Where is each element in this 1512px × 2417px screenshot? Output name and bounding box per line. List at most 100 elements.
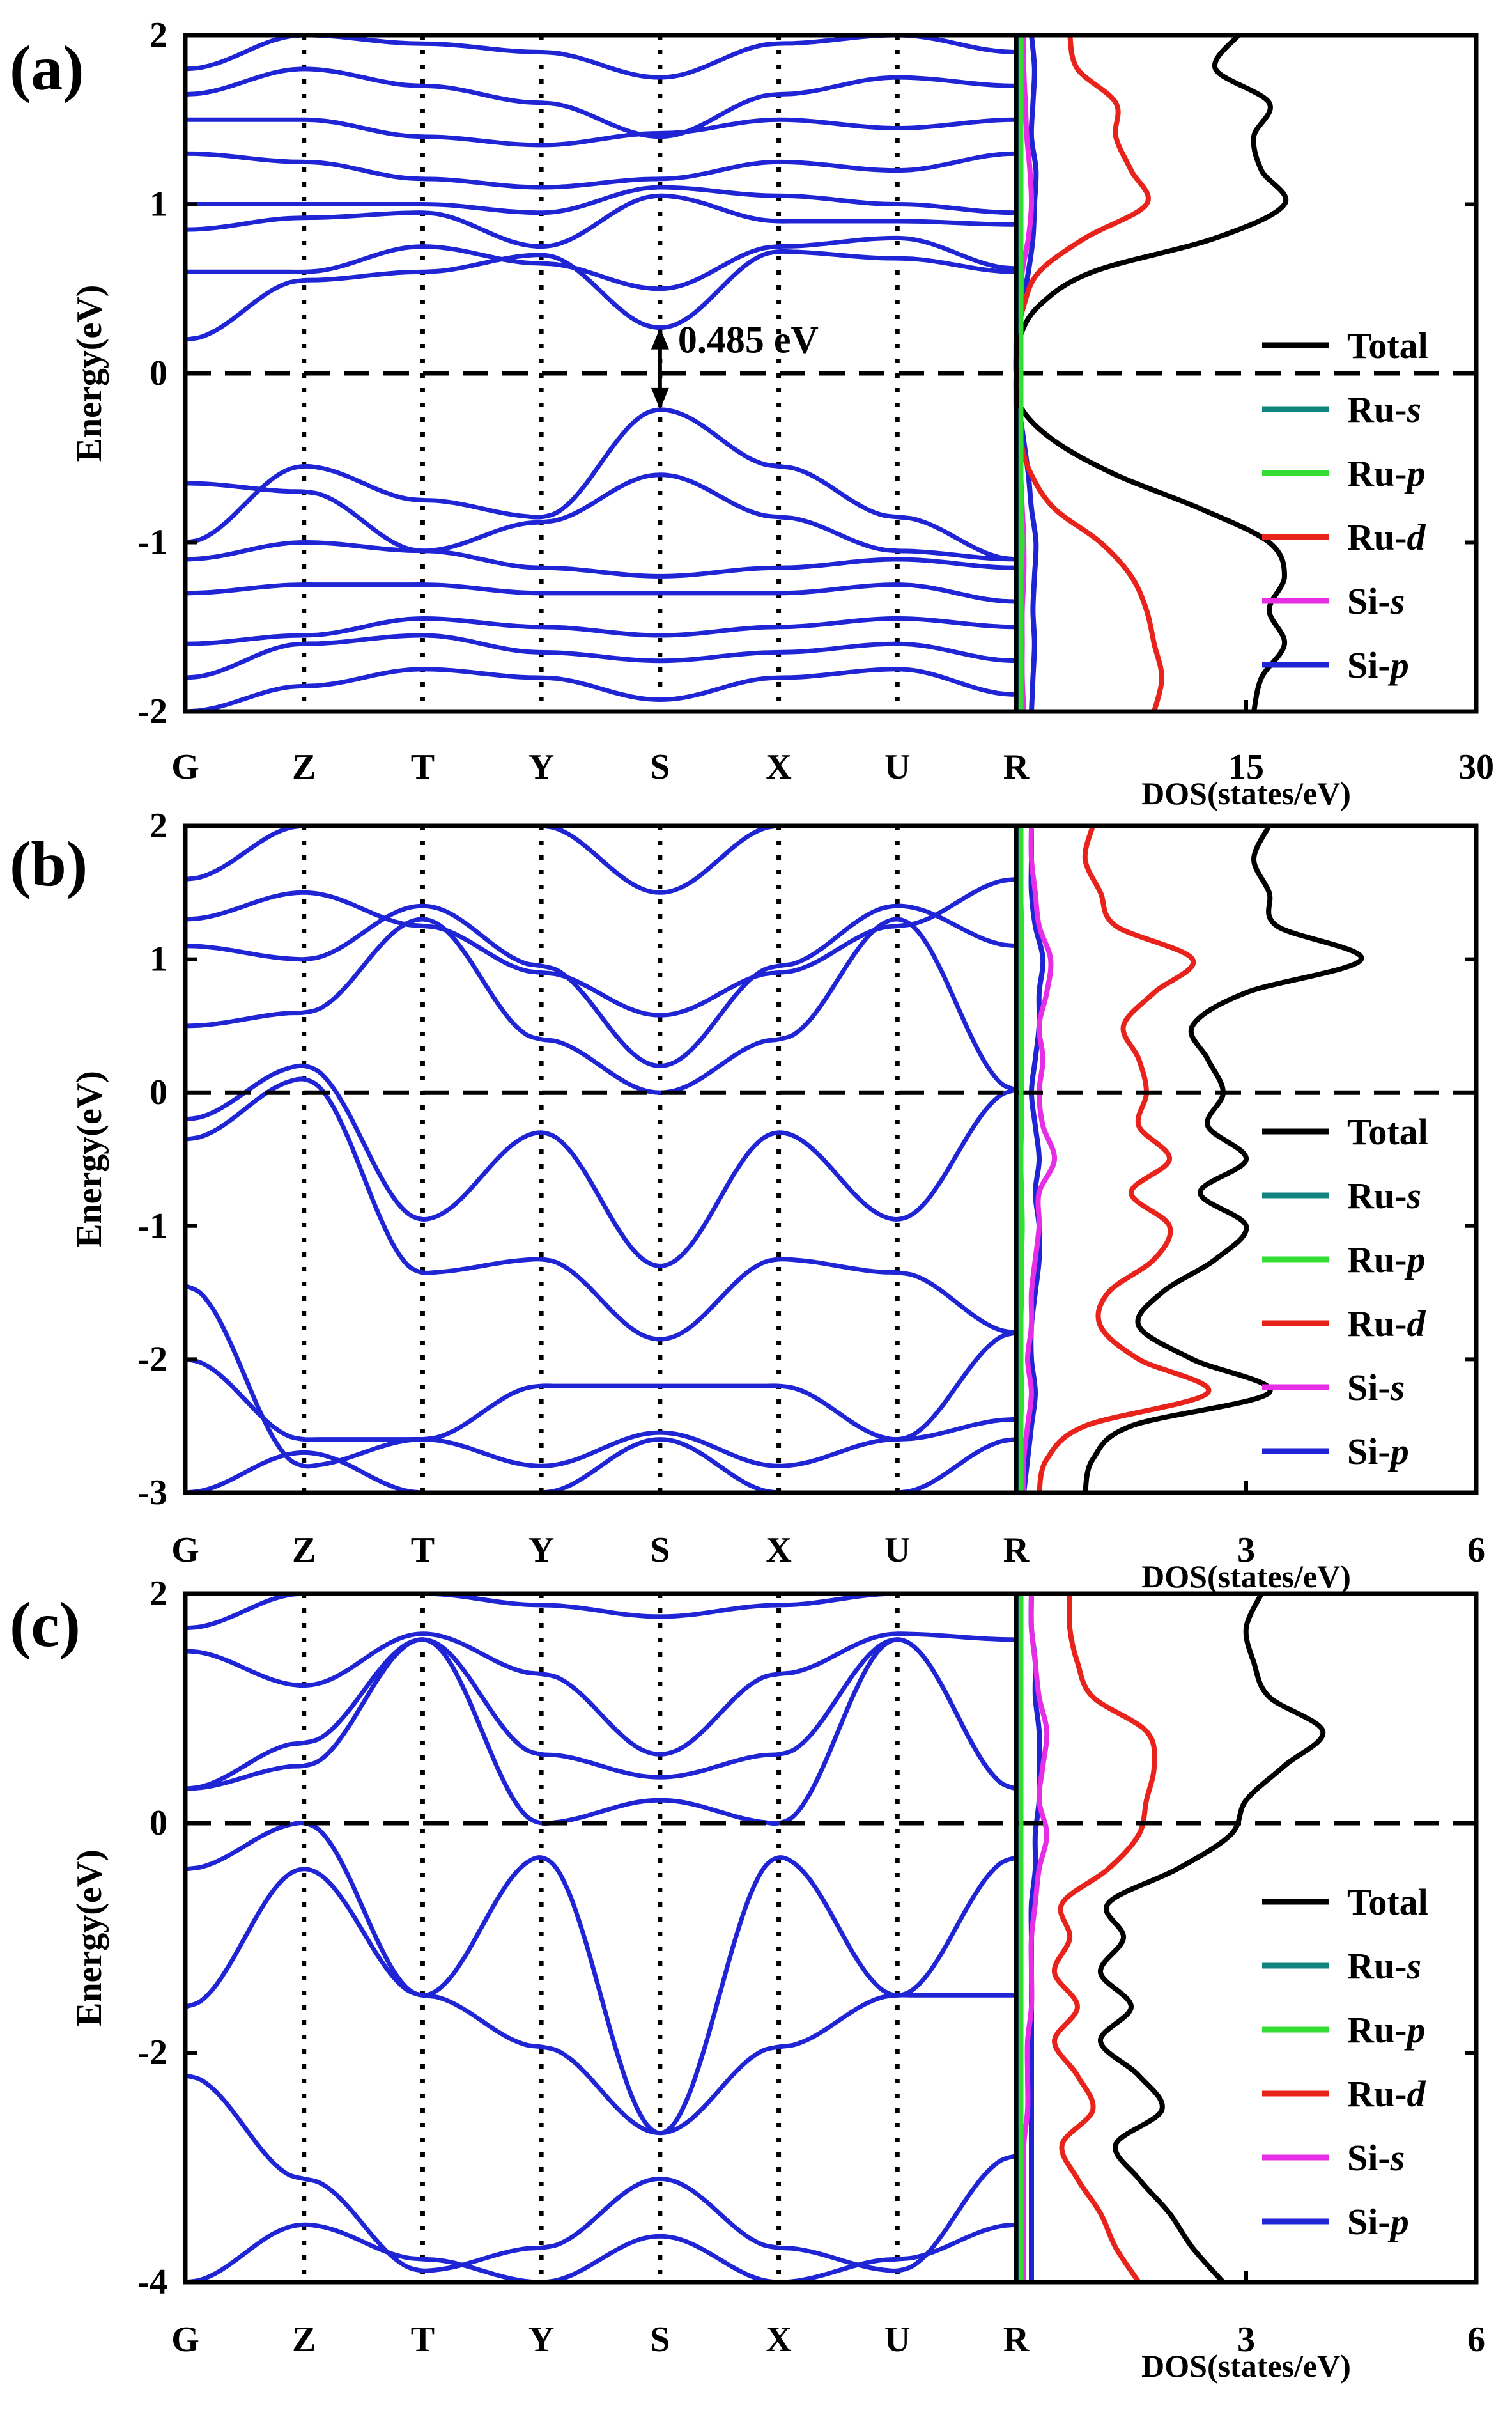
band-9: [185, 235, 1017, 291]
legend-item-total: Total: [1262, 1881, 1428, 1923]
kpoint-label-S: S: [650, 1530, 670, 1570]
legend-label: Si-p: [1347, 644, 1409, 686]
kpoint-label-U: U: [884, 747, 910, 787]
panel-label: (b): [10, 828, 88, 899]
arrow-head-down: [651, 387, 669, 410]
dos-curve-si-s: [1021, 1594, 1050, 2282]
dos-tick-label: 6: [1467, 1530, 1485, 1570]
band-6: [185, 1637, 1017, 1791]
dos-curve-si-s: [1021, 826, 1057, 1493]
band-3: [185, 616, 1017, 646]
dos-curve-total: [1083, 826, 1364, 1493]
legend-label: Ru-p: [1347, 2009, 1425, 2051]
legend-item-ru-d: Ru-d: [1262, 2073, 1426, 2115]
legend-label: Si-s: [1347, 1367, 1405, 1408]
y-tick-label: 2: [150, 15, 167, 55]
panel-label: (c): [10, 1589, 81, 1660]
dos-axes-frame: [1014, 33, 1479, 714]
legend-label: Ru-s: [1347, 1175, 1421, 1216]
y-tick-label: -1: [137, 523, 167, 563]
y-tick-label: 0: [150, 1803, 167, 1843]
legend-item-si-p: Si-p: [1262, 1431, 1409, 1472]
legend-label: Ru-d: [1347, 517, 1426, 558]
y-tick-label: -2: [137, 692, 167, 731]
kpoint-label-Y: Y: [528, 2320, 554, 2359]
legend-label: Ru-s: [1347, 1945, 1421, 1987]
kpoint-label-R: R: [1003, 747, 1030, 787]
y-tick-label: -2: [137, 2033, 167, 2072]
band-9: [185, 826, 1016, 895]
panel-b: -3 -2 -1 0 1 2 Energy(eV) (b) G Z T Y S X U R 3 6 DOS(stat…: [10, 806, 1485, 1594]
band-11: [185, 185, 1017, 215]
kpoint-label-S: S: [650, 2320, 670, 2359]
y-tick-label: 0: [150, 1073, 167, 1112]
legend-item-ru-p: Ru-p: [1262, 1239, 1425, 1280]
y-axis-label: Energy(eV): [70, 285, 109, 462]
panel-label: (a): [10, 33, 84, 104]
legend-label: Total: [1347, 1881, 1428, 1923]
band-8: [185, 876, 1017, 1018]
dos-tick-label: 15: [1228, 747, 1264, 787]
kpoint-label-R: R: [1003, 2320, 1030, 2359]
band-6: [185, 472, 1017, 562]
legend-item-ru-p: Ru-p: [1262, 2009, 1425, 2051]
band-3: [185, 1867, 1016, 2136]
band-8: [185, 249, 1017, 342]
band-4: [185, 582, 1017, 604]
band-1: [185, 2222, 1017, 2282]
kpoint-label-X: X: [766, 747, 791, 787]
dos-curve-ru-d: [1037, 826, 1212, 1493]
panel-a: -2 -1 0 1 2 Energy(eV) (a) G Z T Y S X U R 15 30 DOS(stat…: [10, 15, 1494, 811]
dos-tick-label: 3: [1237, 2320, 1255, 2359]
y-tick-label: 1: [150, 940, 167, 979]
band-1: [185, 1437, 1017, 1493]
kpoint-label-U: U: [884, 1530, 910, 1570]
legend-label: Ru-p: [1347, 1239, 1425, 1280]
y-tick-label: -3: [137, 1473, 167, 1512]
arrow-head-up: [651, 327, 669, 350]
band-5: [185, 1063, 1017, 1268]
legend-item-si-p: Si-p: [1262, 644, 1409, 686]
band-10: [185, 193, 1017, 249]
plot-area: [185, 826, 1364, 1493]
legend-label: Ru-d: [1347, 2073, 1426, 2115]
legend-item-si-p: Si-p: [1262, 2201, 1409, 2242]
kpoint-label-G: G: [171, 1530, 199, 1570]
band-5: [185, 1637, 1017, 1826]
legend-label: Ru-s: [1347, 389, 1421, 430]
dos-axis-label: DOS(states/eV): [1141, 2348, 1351, 2384]
panel-c: -4 -2 0 2 Energy(eV) (c) G Z T Y S X U R 3 6 DOS(states/…: [10, 1574, 1485, 2384]
band-2: [185, 633, 1017, 680]
band-2: [185, 2073, 1017, 2273]
band-7: [185, 407, 1017, 562]
legend-item-ru-s: Ru-s: [1262, 389, 1421, 430]
dos-curve-si-p: [1021, 826, 1046, 1493]
band-4: [185, 1076, 1017, 1342]
kpoint-label-R: R: [1003, 1530, 1030, 1570]
kpoint-label-T: T: [411, 1530, 435, 1570]
y-tick-label: 0: [150, 354, 167, 393]
band-gap-label: 0.485 eV: [678, 319, 819, 361]
band-3: [185, 1284, 1017, 1469]
legend-label: Total: [1347, 1111, 1428, 1153]
legend-item-total: Total: [1262, 325, 1428, 366]
legend-item-ru-s: Ru-s: [1262, 1945, 1421, 1987]
kpoint-label-Z: Z: [292, 1530, 316, 1570]
dos-tick-label: 3: [1237, 1530, 1255, 1570]
dos-axis-label: DOS(states/eV): [1141, 775, 1351, 811]
legend-item-ru-s: Ru-s: [1262, 1175, 1421, 1216]
legend-label: Ru-d: [1347, 1303, 1426, 1344]
band-4: [185, 1821, 1017, 2136]
kpoint-label-X: X: [766, 1530, 791, 1570]
legend-label: Total: [1347, 325, 1428, 366]
kpoint-label-G: G: [171, 2320, 199, 2359]
dos-axis-label: DOS(states/eV): [1141, 1558, 1351, 1594]
legend-item-total: Total: [1262, 1111, 1428, 1153]
kpoint-label-X: X: [766, 2320, 791, 2359]
legend-label: Ru-p: [1347, 453, 1425, 494]
band-5: [185, 540, 1017, 579]
kpoint-label-S: S: [650, 747, 670, 787]
kpoint-label-Y: Y: [528, 1530, 554, 1570]
y-tick-label: 2: [150, 1574, 167, 1613]
